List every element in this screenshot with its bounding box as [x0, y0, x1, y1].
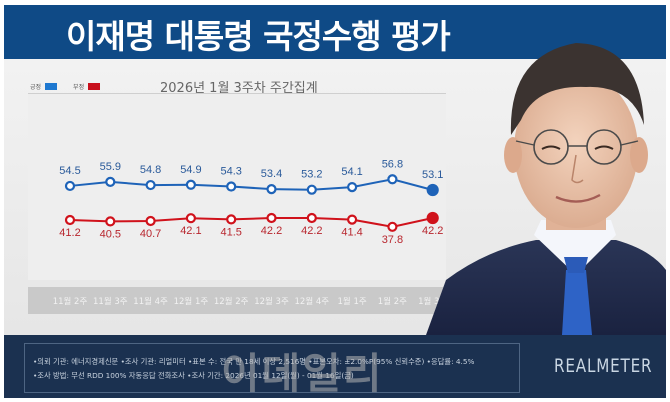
data-label: 42.2 [261, 225, 282, 237]
data-point [387, 221, 398, 232]
data-point [306, 184, 317, 195]
data-point [426, 183, 439, 197]
data-point [145, 179, 156, 191]
x-tick-label: 1월 2주 [377, 297, 407, 307]
data-point [306, 212, 317, 224]
data-point [105, 176, 116, 187]
data-label: 40.7 [140, 228, 161, 240]
data-label: 40.5 [100, 228, 121, 240]
legend-label-negative: 부정 [73, 84, 85, 91]
data-point [266, 184, 277, 195]
chart-subtitle: 2026년 1월 3주차 주간집계 [160, 81, 318, 96]
plot-area: 54.5 55.9 54.8 54.9 54.3 53.4 53.2 54.1 56.8 53.1… [28, 93, 446, 280]
data-label: 53.4 [261, 168, 282, 180]
survey-note-line-1: •의뢰 기관: 에너지경제신문 •조사 기관: 리얼미터 •표본 수: 전국 만… [33, 357, 475, 366]
data-label: 53.1 [422, 169, 443, 181]
survey-notes-box: •의뢰 기관: 에너지경제신문 •조사 기관: 리얼미터 •표본 수: 전국 만… [24, 343, 520, 398]
watermark: 이데일리 [221, 349, 384, 398]
data-label: 54.5 [59, 165, 80, 177]
data-point [185, 179, 196, 190]
legend-swatch-negative [88, 83, 101, 90]
data-point [185, 213, 196, 224]
data-label: 42.1 [180, 225, 201, 237]
x-tick-label: 11월 2주 [52, 297, 88, 307]
line-chart: 54.5 55.9 54.8 54.9 54.3 53.4 53.2 54.1 56.8 53.1… [59, 158, 443, 246]
legend-label-positive: 긍정 [30, 84, 42, 91]
data-label: 42.2 [422, 225, 443, 237]
page-title: 이재명 대통령 국정수행 평가 [66, 17, 451, 56]
data-label: 41.2 [59, 227, 80, 239]
data-label: 53.2 [301, 169, 322, 181]
brand-logo: REALMETER [554, 355, 653, 377]
x-tick-label: 12월 4주 [294, 297, 330, 307]
x-tick-label: 12월 2주 [213, 297, 249, 307]
data-label: 54.3 [220, 166, 241, 178]
title-bar: 이재명 대통령 국정수행 평가 [4, 5, 666, 59]
data-label: 37.8 [382, 234, 403, 246]
x-axis: 11월 2주 11월 3주 11월 4주 12월 1주 12월 2주 12월 3주 12월 … [28, 287, 448, 314]
data-point [145, 215, 156, 227]
data-point [347, 181, 358, 193]
x-tick-label: 12월 3주 [254, 297, 289, 307]
legend-swatch-positive [45, 83, 58, 90]
data-point [347, 214, 358, 225]
data-point [226, 181, 237, 192]
data-label: 42.2 [301, 225, 322, 237]
data-point [105, 216, 116, 227]
x-tick-label: 1월 3주 [418, 297, 448, 307]
x-tick-label: 11월 4주 [133, 297, 168, 307]
data-label: 55.9 [100, 161, 121, 173]
negative-line [69, 217, 433, 228]
x-tick-label: 12월 1주 [173, 297, 209, 307]
data-point [64, 214, 76, 226]
data-point [387, 174, 398, 185]
data-label: 54.9 [180, 164, 201, 176]
president-photo [426, 43, 666, 335]
data-point [426, 211, 439, 225]
data-label: 41.5 [220, 226, 241, 238]
data-label: 54.8 [140, 164, 161, 176]
x-tick-label: 11월 3주 [93, 297, 128, 307]
x-tick-label: 1월 1주 [337, 297, 367, 307]
data-label: 56.8 [382, 158, 403, 170]
data-point [226, 214, 237, 225]
infographic-frame: 이재명 대통령 국정수행 평가 긍정 부정 2026년 1월 3주차 주간집계 … [4, 5, 666, 398]
positive-line [69, 178, 433, 191]
data-label: 41.4 [341, 227, 362, 239]
footer-bar: •의뢰 기관: 에너지경제신문 •조사 기관: 리얼미터 •표본 수: 전국 만… [4, 335, 666, 398]
data-point [64, 180, 76, 192]
data-point [266, 212, 277, 224]
chart-legend: 긍정 부정 [30, 82, 112, 91]
data-label: 54.1 [341, 166, 362, 178]
survey-note-line-2: •조사 방법: 무선 RDD 100% 자동응답 전화조사 •조사 기간: 20… [33, 371, 354, 380]
